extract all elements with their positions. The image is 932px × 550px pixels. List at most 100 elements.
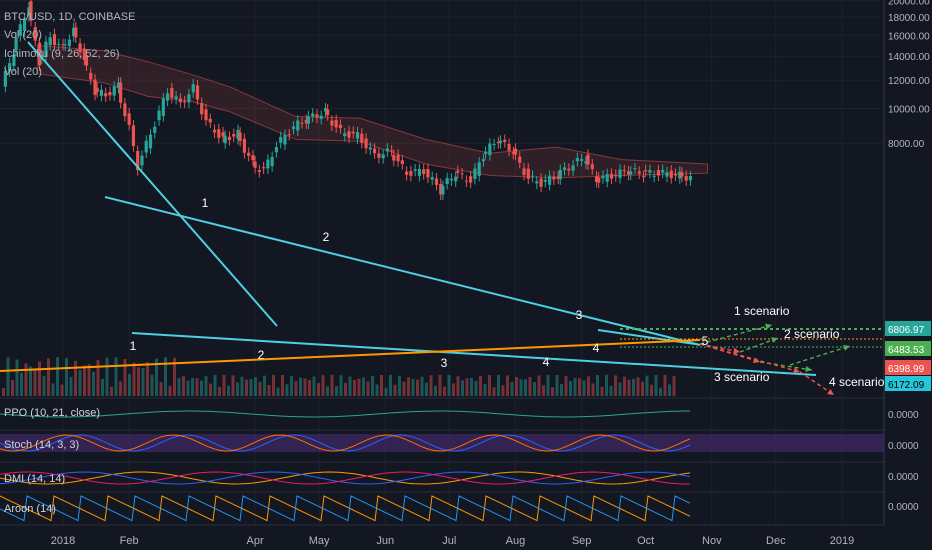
candle-body: [18, 24, 22, 36]
candle-body: [61, 44, 65, 46]
candle-body: [552, 176, 556, 180]
volume-bar: [375, 384, 379, 396]
volume-bar: [510, 382, 514, 396]
volume-bar: [461, 380, 464, 396]
volume-bar: [654, 374, 658, 396]
candle-body: [626, 171, 631, 175]
candle-body: [460, 173, 464, 175]
volume-bar: [209, 383, 212, 396]
candle-body: [539, 178, 543, 187]
candle-body: [518, 156, 522, 163]
candle-body: [212, 129, 217, 133]
volume-bar: [272, 374, 275, 396]
volume-bar: [42, 375, 46, 396]
wave-label: 3: [441, 356, 448, 370]
volume-bar: [542, 385, 545, 396]
candle-body: [483, 151, 488, 154]
candle-body: [311, 113, 315, 117]
candle-body: [661, 169, 665, 173]
volume-bar: [294, 381, 298, 396]
candle-body: [473, 168, 477, 179]
scenario-label: 2 scenario: [784, 327, 840, 341]
candle-body: [648, 170, 652, 173]
support-line: [0, 339, 701, 372]
candle-body: [601, 175, 605, 179]
volume-bar: [605, 374, 608, 396]
volume-bar: [411, 378, 415, 396]
volume-bar: [150, 374, 154, 396]
candle-body: [78, 43, 82, 53]
volume-bar: [470, 377, 473, 396]
candle-body: [136, 151, 140, 171]
candle-body: [503, 139, 507, 143]
volume-bar: [641, 381, 644, 396]
y-tick-label: 20000.00: [888, 0, 930, 8]
x-tick-label: Apr: [247, 535, 264, 547]
scenario-arrowhead: [765, 323, 772, 330]
candle-body: [223, 135, 227, 144]
volume-bar: [326, 386, 329, 396]
volume-bar: [119, 381, 122, 396]
scenario-arrowhead: [771, 337, 778, 344]
volume-bar: [290, 375, 293, 396]
candle-body: [33, 27, 37, 41]
volume-bar: [92, 371, 95, 396]
volume-bar: [114, 357, 118, 396]
x-tick-label: Sep: [572, 535, 592, 547]
volume-bar: [330, 374, 334, 396]
candle-body: [381, 154, 385, 159]
candle-body: [187, 94, 191, 103]
volume-bar: [663, 374, 667, 396]
volume-bar: [668, 384, 671, 396]
scenario-label: 3 scenario: [714, 370, 770, 384]
candle-body: [678, 171, 682, 179]
volume-bar: [56, 357, 59, 396]
stoch-line: [0, 434, 691, 452]
candle-body: [242, 138, 247, 153]
aroon-line: [0, 495, 691, 522]
candle-body: [584, 161, 588, 164]
ppo-legend: PPO (10, 21, close): [4, 407, 100, 419]
candle-body: [609, 173, 614, 179]
candle-body: [405, 171, 409, 175]
volume-bar: [636, 377, 640, 396]
volume-bar: [2, 388, 5, 396]
candle-body: [274, 147, 279, 153]
candle-body: [469, 176, 473, 183]
volume-bar: [434, 385, 437, 396]
candle-body: [430, 177, 434, 180]
candle-body: [594, 176, 599, 182]
volume-bar: [546, 374, 550, 396]
candle-body: [507, 143, 511, 151]
candle-body: [191, 84, 195, 93]
candle-body: [157, 110, 161, 121]
volume-bar: [560, 383, 563, 396]
wave-label: 4: [543, 355, 550, 369]
candle-body: [530, 175, 535, 177]
volume-bar: [87, 364, 91, 396]
volume-bar: [618, 382, 622, 396]
volume-bar: [24, 363, 28, 396]
volume-bar: [6, 357, 10, 396]
volume-bar: [182, 376, 185, 396]
candle-body: [183, 101, 187, 103]
volume-bar: [200, 380, 203, 396]
volume-bar: [393, 384, 397, 396]
volume-bar: [105, 357, 109, 396]
volume-bar: [389, 374, 392, 396]
candle-body: [622, 170, 626, 172]
candle-body: [266, 159, 270, 169]
candle-body: [112, 86, 116, 96]
x-tick-label: May: [309, 535, 330, 547]
volume-bar: [285, 384, 289, 396]
volume-bar: [398, 375, 401, 396]
candle-body: [287, 134, 291, 136]
volume-bar: [303, 378, 307, 396]
price-tag-label: 6806.97: [888, 325, 925, 336]
candle-body: [526, 168, 530, 179]
candle-body: [385, 148, 390, 152]
volume-bar: [281, 374, 284, 396]
trendline: [27, 41, 278, 327]
candle-body: [67, 39, 72, 47]
